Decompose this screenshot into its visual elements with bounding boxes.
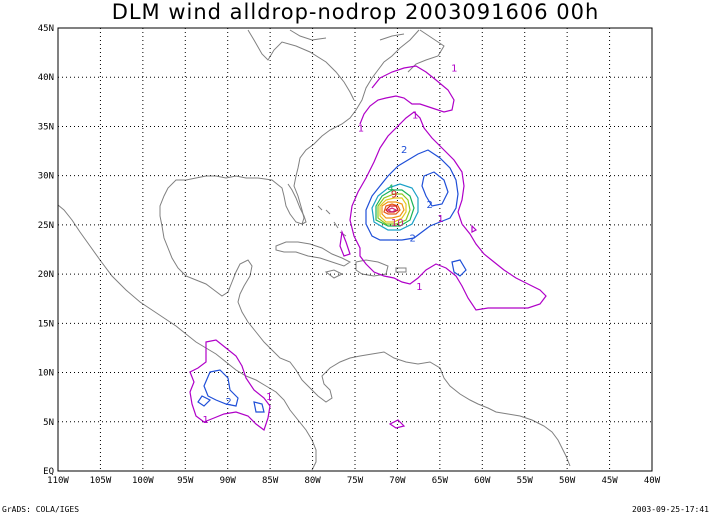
y-tick-label: 10N <box>38 369 54 379</box>
map-grid <box>58 28 652 471</box>
x-tick-label: 60W <box>474 476 491 486</box>
x-tick-label: 75W <box>347 476 364 486</box>
coastline-bahamas <box>317 205 347 237</box>
contour-value-label: 2 <box>410 234 416 245</box>
map-title: DLM wind alldrop-nodrop 2003091606 00h <box>111 0 600 24</box>
contour-value-label: 9 <box>391 189 397 200</box>
footer-timestamp: 2003-09-25-17:41 <box>631 505 709 514</box>
contour-value-label: 1 <box>412 111 418 122</box>
x-tick-label: 100W <box>132 476 154 486</box>
contour-1-small-east <box>471 224 478 233</box>
contour-5 <box>377 193 411 225</box>
y-tick-label: EQ <box>43 467 54 477</box>
contour-4 <box>375 189 415 227</box>
contour-value-label: 2 <box>225 397 231 408</box>
x-tick-labels: 110W 105W 100W 95W 90W 85W 80W 75W 70W 65W 60W 55W 5… <box>47 476 661 486</box>
footer-credit: GrADS: COLA/IGES <box>2 505 80 514</box>
x-tick-label: 70W <box>389 476 406 486</box>
x-tick-label: 90W <box>220 476 237 486</box>
y-tick-label: 30N <box>38 172 54 182</box>
y-tick-label: 5N <box>43 418 54 428</box>
contour-3 <box>371 183 419 231</box>
coastline-americas <box>159 29 571 467</box>
y-tick-label: 15N <box>38 319 54 329</box>
y-tick-label: 20N <box>38 270 54 280</box>
contour-8 <box>383 203 401 215</box>
coastlines <box>57 29 571 471</box>
x-tick-label: 85W <box>262 476 279 486</box>
contour-value-label: 10 <box>391 218 404 229</box>
coastline-florida <box>287 183 307 225</box>
contour-9 <box>385 205 399 213</box>
contour-value-label: 1 <box>416 282 422 293</box>
contour-value-label: 1 <box>266 392 272 403</box>
y-tick-label: 40N <box>38 73 54 83</box>
contour-7 <box>381 201 405 219</box>
contour-value-label: 2 <box>426 200 432 211</box>
y-tick-labels: EQ 5N 10N 15N 20N 25N 30N 35N 40N 45N <box>38 24 54 477</box>
contour-2-south-loop <box>451 259 467 277</box>
coastline-cuba <box>275 241 351 267</box>
y-tick-label: 35N <box>38 122 54 132</box>
contour-value-label: 1 <box>358 123 364 134</box>
contour-1-storm <box>349 111 547 311</box>
contour-2-ca-small-west <box>197 395 212 407</box>
x-tick-label: 95W <box>177 476 194 486</box>
y-tick-label: 25N <box>38 221 54 231</box>
contour-1-north <box>359 65 455 125</box>
coastline-great-lakes <box>247 29 355 101</box>
x-tick-label: 55W <box>517 476 534 486</box>
contour-2-storm <box>365 149 459 241</box>
contour-1-west-loop <box>339 229 351 257</box>
x-tick-label: 50W <box>559 476 576 486</box>
x-tick-label: 80W <box>304 476 321 486</box>
contour-2-ca-small <box>253 401 265 413</box>
x-tick-label: 105W <box>90 476 112 486</box>
contour-6 <box>379 197 407 223</box>
contour-value-label: 4 <box>387 183 393 194</box>
contour-2-central-america <box>203 369 239 407</box>
contour-2-east-loop <box>421 171 449 207</box>
contour-value-label: 1 <box>451 63 457 74</box>
contour-value-label: 2 <box>401 145 407 156</box>
map-frame <box>57 27 653 472</box>
y-tick-label: 45N <box>38 24 54 34</box>
contour-value-label: 1 <box>438 214 444 225</box>
coastline-pacific <box>57 204 317 471</box>
coastline-canada <box>289 29 445 73</box>
coastline-hispaniola <box>355 259 389 277</box>
contour-value-label: 1 <box>202 415 208 426</box>
x-tick-label: 45W <box>601 476 618 486</box>
coastline-puerto-rico <box>395 267 407 273</box>
contours <box>189 65 547 431</box>
x-tick-label: 110W <box>47 476 69 486</box>
contour-1-central-america <box>189 339 271 431</box>
contour-10 <box>386 207 398 213</box>
x-tick-label: 65W <box>432 476 449 486</box>
x-tick-label: 40W <box>644 476 661 486</box>
contour-1-south-dot <box>388 419 406 429</box>
